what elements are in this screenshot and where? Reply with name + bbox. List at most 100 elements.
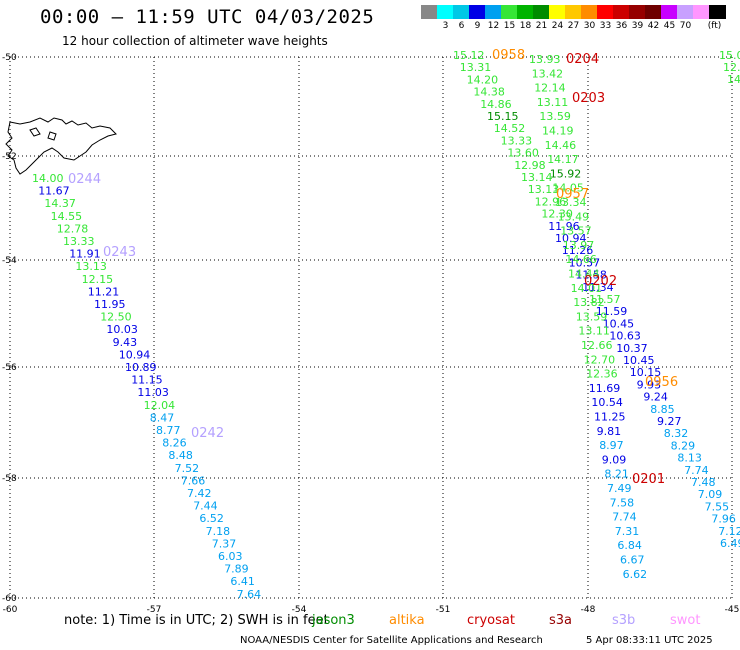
wave-height-label: 9.27 (657, 415, 682, 428)
wave-height-label: 15.92 (550, 167, 582, 180)
scale-label: 27 (567, 21, 580, 31)
wave-height-label: 7.09 (698, 488, 723, 501)
scale-swatch (517, 5, 534, 19)
lat-lon-grid (9, 56, 733, 599)
wave-height-label: 10.45 (623, 354, 655, 367)
scale-swatch (549, 5, 566, 19)
wave-height-label: 12.98 (514, 159, 546, 172)
wave-height-label: 8.85 (650, 403, 675, 416)
scale-swatch (565, 5, 582, 19)
footer-timestamp: 5 Apr 08:33:11 UTC 2025 (586, 635, 713, 646)
wave-height-label: 7.48 (691, 476, 716, 489)
wave-height-label: 13.33 (501, 134, 532, 147)
page-title: 00:00 – 11:59 UTC 04/03/2025 (40, 6, 375, 28)
scale-swatch (629, 5, 646, 19)
pass-time-label: 0204 (566, 52, 599, 67)
scale-label: 24 (551, 21, 564, 31)
wave-height-label: 12. (723, 61, 740, 74)
scale-swatch (693, 5, 710, 19)
scale-swatch (661, 5, 678, 19)
wave-height-label: 14.05 (552, 182, 584, 195)
wave-height-label: 13.59 (539, 110, 571, 123)
pass-time-label: 0957 (556, 187, 589, 202)
scale-swatch (485, 5, 502, 19)
scale-label: 30 (583, 21, 596, 31)
lon-label: -48 (581, 605, 596, 615)
wave-height-label: 9.93 (637, 378, 662, 391)
scale-label: 18 (519, 21, 532, 31)
pass-time-label: 0243 (103, 245, 136, 260)
pass-time-label: 0956 (645, 375, 678, 390)
wave-height-label: 11.67 (38, 185, 69, 198)
wave-height-label: 7.37 (212, 537, 237, 550)
wave-height-label: 12.15 (82, 273, 114, 286)
wave-height-label: 10.03 (106, 323, 137, 336)
wave-height-label: 13.14 (521, 171, 553, 184)
scale-label: 15 (503, 21, 516, 31)
wave-height-label: 10.37 (616, 342, 648, 355)
wave-height-label: 10.57 (569, 256, 601, 269)
wave-height-label: 11.57 (589, 293, 621, 306)
wave-height-label: 12.96 (535, 195, 567, 208)
wave-height-label: 6.52 (199, 512, 224, 525)
wave-height-label: 9.81 (597, 425, 622, 438)
wave-height-label: 12.70 (584, 353, 616, 366)
wave-height-label: 14.19 (542, 125, 574, 138)
wave-height-label: 14.38 (473, 86, 505, 99)
wave-height-label: 7.52 (175, 462, 200, 475)
pass-time-label: 0244 (68, 172, 101, 187)
wave-height-label: 13.34 (555, 196, 587, 209)
wave-height-label: 13.11 (578, 325, 610, 338)
wave-height-label: 11.91 (69, 248, 101, 261)
wave-height-label: 11.25 (594, 411, 626, 424)
track-labels: 15.1213.3114.2014.3814.8615.1514.5213.33… (32, 48, 740, 601)
wave-height-label: 7.64 (237, 588, 262, 601)
scale-label: 9 (474, 21, 481, 31)
scale-swatch (581, 5, 598, 19)
wave-height-label: 12.36 (586, 368, 618, 381)
wave-height-label: 8.97 (599, 439, 624, 452)
scale-swatch (597, 5, 614, 19)
wave-height-label: 6.84 (617, 539, 642, 552)
wave-height-label: 8.21 (604, 468, 629, 481)
note-text: note: 1) Time is in UTC; 2) SWH is in fe… (64, 613, 329, 628)
wave-height-label: 11.21 (88, 285, 120, 298)
wave-height-label: 13.33 (63, 235, 95, 248)
wave-height-label: 13.59 (576, 310, 608, 323)
wave-height-label: 14.44 (568, 268, 600, 281)
wave-height-label: 7.89 (224, 563, 249, 576)
wave-height-label: 12.04 (144, 399, 176, 412)
wave-height-label: 11.58 (575, 269, 607, 282)
wave-height-label: 11.69 (589, 382, 621, 395)
wave-height-label: 14.00 (32, 172, 64, 185)
pass-time-label: 0203 (572, 91, 605, 106)
lon-label: -57 (147, 605, 162, 615)
wave-height-label: 8.77 (156, 424, 181, 437)
lon-label: -60 (3, 605, 18, 615)
wave-height-label: 11.15 (131, 374, 163, 387)
wave-height-label: 6.49 (720, 537, 740, 550)
scale-label: 45 (663, 21, 676, 31)
scale-label: 3 (442, 21, 449, 31)
wave-height-label: 10.94 (555, 232, 587, 245)
wave-height-label: 12.78 (57, 222, 89, 235)
wave-height-label: 8.26 (162, 437, 187, 450)
pass-time-label: 0202 (584, 274, 617, 289)
lon-label: -54 (292, 605, 307, 615)
scale-label: 42 (647, 21, 660, 31)
scale-label: 70 (679, 21, 692, 31)
legend-item-jason3: jason3 (312, 613, 355, 628)
wave-height-label: 8.29 (671, 439, 696, 452)
legend-item-altika: altika (389, 613, 425, 628)
wave-height-label: 14.01 (571, 282, 603, 295)
wave-height-label: 13.42 (532, 67, 564, 80)
wave-height-label: 7.74 (612, 511, 637, 524)
scale-swatch (533, 5, 550, 19)
wave-height-label: 10.89 (125, 361, 157, 374)
wave-height-label: 14.86 (480, 98, 512, 111)
scale-swatch (645, 5, 662, 19)
wave-height-label: 14 (727, 73, 740, 86)
wave-height-label: 7.42 (187, 487, 212, 500)
scale-swatch (421, 5, 438, 19)
wave-height-label: 7.44 (193, 500, 218, 513)
